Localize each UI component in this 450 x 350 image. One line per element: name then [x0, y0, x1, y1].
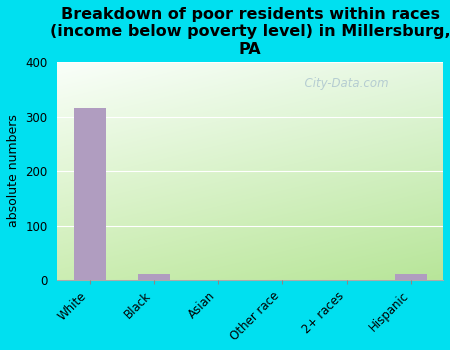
- Text: City-Data.com: City-Data.com: [297, 77, 388, 90]
- Y-axis label: absolute numbers: absolute numbers: [7, 114, 20, 228]
- Bar: [138, 274, 170, 280]
- Bar: [73, 108, 106, 280]
- Bar: [395, 274, 427, 280]
- Title: Breakdown of poor residents within races
(income below poverty level) in Millers: Breakdown of poor residents within races…: [50, 7, 450, 57]
